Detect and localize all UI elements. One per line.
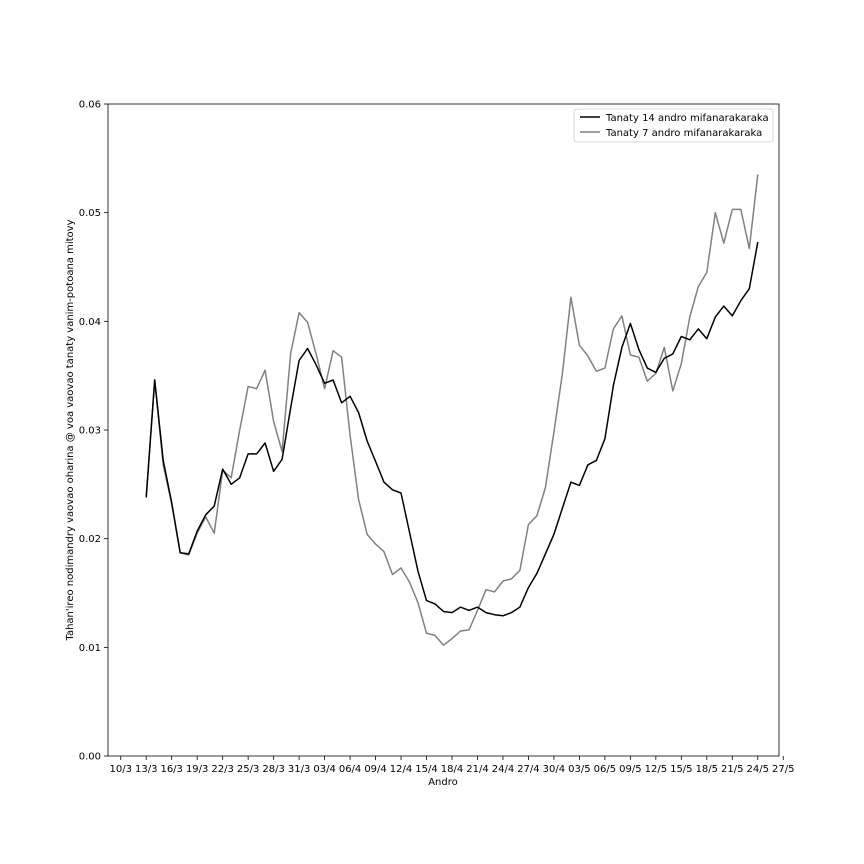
x-tick-label: 15/5: [670, 764, 692, 775]
legend-label-7: Tanaty 7 andro mifanarakaraka: [605, 128, 762, 139]
x-tick-label: 27/4: [517, 764, 539, 775]
y-tick-label: 0.02: [79, 534, 101, 545]
legend-box: [573, 108, 774, 143]
x-tick-label: 21/5: [721, 764, 743, 775]
y-tick-label: 0.00: [79, 752, 101, 763]
legend: Tanaty 14 andro mifanarakaraka Tanaty 7 …: [573, 108, 774, 143]
x-tick-label: 18/5: [696, 764, 718, 775]
x-tick-label: 06/5: [594, 764, 616, 775]
legend-label-14: Tanaty 14 andro mifanarakaraka: [605, 113, 769, 124]
x-tick-label: 12/5: [645, 764, 667, 775]
x-tick-label: 13/3: [135, 764, 157, 775]
x-tick-label: 21/4: [466, 764, 488, 775]
x-tick-label: 24/4: [492, 764, 514, 775]
x-tick-label: 22/3: [211, 764, 233, 775]
y-tick-label: 0.04: [79, 317, 101, 328]
plot-area: [108, 104, 779, 756]
x-tick-label: 06/4: [339, 764, 361, 775]
series-line-0: [145, 241, 759, 617]
x-tick-label: 19/3: [186, 764, 208, 775]
y-axis-label: Tahan'ireo nodimandry vaovao oharina @ v…: [65, 219, 76, 641]
x-tick-label: 10/3: [110, 764, 132, 775]
x-tick-label: 31/3: [288, 764, 310, 775]
x-tick-label: 09/5: [619, 764, 641, 775]
x-tick-label: 16/3: [160, 764, 182, 775]
series-line-1: [145, 174, 759, 646]
x-tick-label: 25/3: [237, 764, 259, 775]
x-tick-label: 27/5: [772, 764, 794, 775]
y-tick-label: 0.03: [79, 426, 101, 437]
y-axis-ticks: 0.00 0.01 0.02 0.03 0.04 0.05 0.06: [79, 100, 108, 763]
x-tick-label: 24/5: [747, 764, 769, 775]
x-axis-ticks: 10/3 13/3 16/3 19/3 22/3 25/3 28/3 31/3 03/4 06/4…: [110, 756, 794, 775]
x-tick-label: 28/3: [262, 764, 284, 775]
series-layer: [145, 174, 759, 646]
x-tick-label: 30/4: [543, 764, 565, 775]
x-tick-label: 15/4: [415, 764, 437, 775]
x-tick-label: 03/5: [568, 764, 590, 775]
x-axis-label: Andro: [428, 777, 458, 788]
x-tick-label: 03/4: [313, 764, 335, 775]
y-tick-label: 0.05: [79, 208, 101, 219]
y-tick-label: 0.01: [79, 643, 101, 654]
x-tick-label: 18/4: [441, 764, 463, 775]
x-tick-label: 12/4: [390, 764, 412, 775]
y-tick-label: 0.06: [79, 100, 101, 111]
x-tick-label: 09/4: [364, 764, 386, 775]
